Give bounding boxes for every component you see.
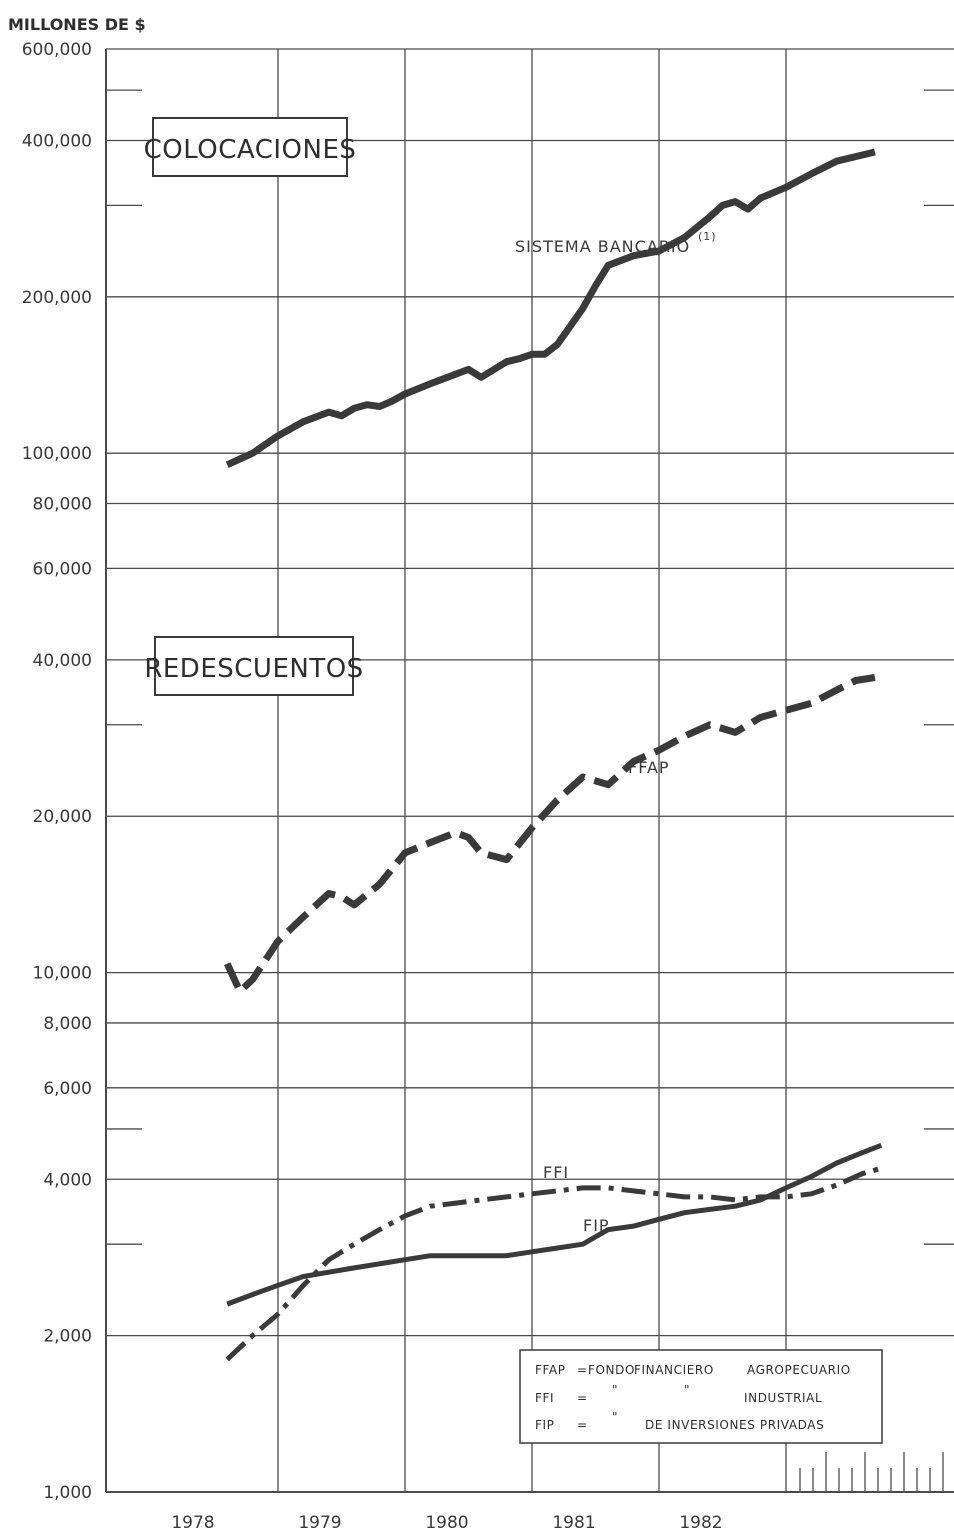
series-label-ffi: FFI	[543, 1163, 569, 1182]
y-axis-unit-label: MILLONES DE $	[8, 15, 146, 34]
legend-row-ffi-col3: "	[684, 1383, 690, 1397]
x-tick-label: 1982	[679, 1513, 722, 1531]
series-line-sistema-bancario	[225, 148, 876, 468]
legend-row-fip-col2: "	[612, 1410, 618, 1424]
bottom-month-ticks	[799, 1452, 944, 1492]
y-axis-labels: 600,000 400,000 200,000 100,000 80,000 60,000…	[22, 40, 92, 1503]
series-line-fip	[226, 1142, 883, 1307]
redescuentos-box: REDESCUENTOS	[144, 636, 363, 696]
x-tick-label: 1980	[425, 1513, 468, 1531]
legend-row-ffi-abbr: FFI	[535, 1391, 554, 1405]
series-footnote-sistema-bancario: (1)	[698, 230, 717, 243]
legend-row-ffap-col3: FINANCIERO	[634, 1363, 714, 1377]
y-tick-label: 4,000	[43, 1170, 92, 1190]
legend-row-ffi-col4: INDUSTRIAL	[744, 1391, 822, 1405]
x-tick-label: 1981	[552, 1513, 595, 1531]
y-tick-label: 6,000	[43, 1079, 92, 1099]
y-tick-label: 200,000	[22, 288, 92, 308]
legend-row-ffi-sep: =	[577, 1391, 588, 1405]
series-line-ffi	[225, 1165, 882, 1362]
legend-row-ffap-abbr: FFAP	[535, 1363, 566, 1377]
y-tick-label: 8,000	[43, 1014, 92, 1034]
series-label-sistema-bancario: SISTEMA BANCARIO	[515, 237, 690, 256]
x-tick-label: 1978	[171, 1513, 214, 1531]
y-tick-label: 600,000	[22, 40, 92, 60]
y-tick-label: 40,000	[33, 651, 92, 671]
y-tick-label: 20,000	[33, 807, 92, 827]
legend-row-fip-col4: DE INVERSIONES PRIVADAS	[645, 1418, 824, 1432]
x-tick-label: 1979	[298, 1513, 341, 1531]
legend-row-ffap-sep: =	[577, 1363, 588, 1377]
y-tick-label: 80,000	[33, 495, 92, 515]
legend-row-fip-sep: =	[577, 1418, 588, 1432]
series-label-ffap: FFAP	[628, 758, 670, 777]
colocaciones-title: COLOCACIONES	[144, 135, 357, 165]
redescuentos-title: REDESCUENTOS	[144, 654, 363, 684]
series-label-fip: FIP	[583, 1216, 610, 1235]
series-lines	[224, 148, 883, 1362]
legend-row-ffi-col2: "	[612, 1383, 618, 1397]
y-tick-label: 100,000	[22, 444, 92, 464]
legend-row-ffap-col2: FONDO	[588, 1363, 635, 1377]
y-tick-label: 10,000	[33, 964, 92, 984]
gridlines	[105, 48, 954, 1493]
y-tick-label: 60,000	[33, 559, 92, 579]
legend-box: FFAP = FONDO FINANCIERO AGROPECUARIO FFI…	[519, 1349, 883, 1444]
x-axis-labels: 1978 1979 1980 1981 1982	[171, 1513, 722, 1531]
y-tick-label: 400,000	[22, 131, 92, 151]
series-line-ffap	[224, 674, 876, 995]
colocaciones-box: COLOCACIONES	[144, 117, 357, 177]
y-tick-label: 1,000	[43, 1483, 92, 1503]
y-tick-label: 2,000	[43, 1327, 92, 1347]
legend-row-fip-abbr: FIP	[535, 1418, 554, 1432]
legend-row-ffap-col4: AGROPECUARIO	[747, 1363, 851, 1377]
